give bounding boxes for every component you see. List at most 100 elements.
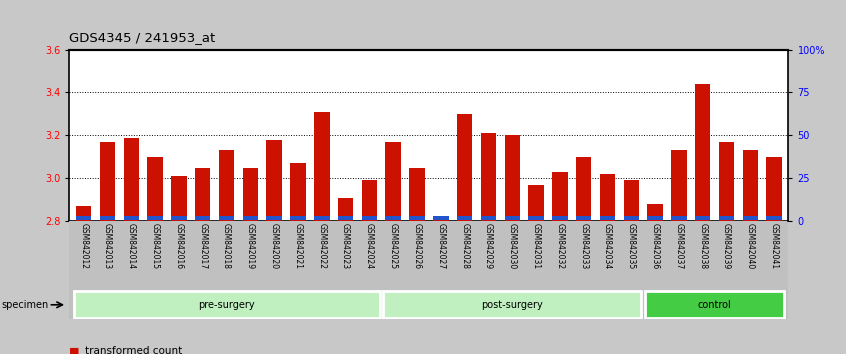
Bar (243, 167, 258, 221)
Bar (695, 216, 711, 220)
Bar (645, 291, 784, 318)
Bar (600, 174, 615, 221)
Bar (529, 216, 544, 220)
Bar (481, 133, 497, 221)
Bar (219, 150, 234, 221)
Bar (600, 216, 615, 220)
Text: GSM842040: GSM842040 (746, 223, 755, 269)
Bar (576, 157, 591, 221)
Text: GSM842030: GSM842030 (508, 223, 517, 269)
Bar (195, 167, 211, 221)
Text: GSM842027: GSM842027 (437, 223, 445, 269)
Text: GSM842021: GSM842021 (294, 223, 303, 269)
Text: GSM842037: GSM842037 (674, 223, 684, 269)
Bar (433, 216, 448, 220)
Bar (481, 216, 497, 220)
Bar (76, 216, 91, 220)
Bar (719, 142, 734, 221)
Bar (457, 114, 472, 221)
Bar (243, 216, 258, 220)
Text: GSM842041: GSM842041 (770, 223, 778, 269)
Bar (383, 291, 641, 318)
Text: GSM842039: GSM842039 (722, 223, 731, 269)
Text: post-surgery: post-surgery (481, 300, 543, 310)
Text: GSM842032: GSM842032 (555, 223, 564, 269)
Text: GSM842014: GSM842014 (127, 223, 135, 269)
Text: GSM842031: GSM842031 (531, 223, 541, 269)
Bar (386, 216, 401, 220)
Bar (504, 216, 520, 220)
Text: GSM842023: GSM842023 (341, 223, 350, 269)
Text: GSM842033: GSM842033 (580, 223, 588, 269)
Bar (504, 135, 520, 221)
Bar (624, 216, 639, 220)
Bar (100, 142, 115, 221)
Bar (647, 216, 663, 220)
Bar (576, 216, 591, 220)
Text: GSM842028: GSM842028 (460, 223, 470, 269)
Bar (76, 206, 91, 221)
Bar (266, 140, 282, 221)
Bar (100, 216, 115, 220)
Bar (695, 84, 711, 221)
Text: GSM842019: GSM842019 (246, 223, 255, 269)
Bar (171, 216, 187, 220)
Bar (386, 142, 401, 221)
Text: GSM842018: GSM842018 (222, 223, 231, 269)
Text: GSM842015: GSM842015 (151, 223, 160, 269)
Bar (361, 216, 377, 220)
Text: GSM842036: GSM842036 (651, 223, 660, 269)
Bar (338, 216, 354, 220)
Bar (647, 204, 663, 221)
Bar (743, 216, 758, 220)
Text: GSM842013: GSM842013 (103, 223, 112, 269)
Bar (74, 291, 380, 318)
Text: GSM842029: GSM842029 (484, 223, 493, 269)
Bar (671, 150, 687, 221)
Bar (338, 198, 354, 221)
Bar (124, 138, 139, 221)
Text: specimen: specimen (2, 300, 49, 310)
Bar (314, 112, 329, 221)
Bar (290, 163, 305, 221)
Text: pre-surgery: pre-surgery (198, 300, 255, 310)
Text: transformed count: transformed count (85, 346, 182, 354)
Bar (290, 216, 305, 220)
Text: GSM842020: GSM842020 (270, 223, 278, 269)
Bar (552, 172, 568, 221)
Text: GSM842012: GSM842012 (80, 223, 88, 269)
Bar (457, 216, 472, 220)
Text: GSM842034: GSM842034 (603, 223, 612, 269)
Bar (671, 216, 687, 220)
Bar (766, 216, 782, 220)
Text: GSM842025: GSM842025 (388, 223, 398, 269)
Text: GSM842035: GSM842035 (627, 223, 636, 269)
Bar (719, 216, 734, 220)
Text: GSM842022: GSM842022 (317, 223, 327, 269)
Bar (433, 217, 448, 221)
Text: GSM842016: GSM842016 (174, 223, 184, 269)
Bar (195, 216, 211, 220)
Text: GSM842017: GSM842017 (198, 223, 207, 269)
Bar (409, 167, 425, 221)
Bar (624, 181, 639, 221)
Text: control: control (698, 300, 732, 310)
Bar (171, 176, 187, 221)
Bar (361, 181, 377, 221)
Bar (266, 216, 282, 220)
Bar (766, 157, 782, 221)
Text: GSM842038: GSM842038 (698, 223, 707, 269)
Bar (147, 157, 162, 221)
Bar (124, 216, 139, 220)
Text: ■: ■ (69, 346, 80, 354)
Bar (147, 216, 162, 220)
Bar (409, 216, 425, 220)
Bar (552, 216, 568, 220)
Bar (314, 216, 329, 220)
Text: GSM842024: GSM842024 (365, 223, 374, 269)
Bar (529, 185, 544, 221)
Bar (743, 150, 758, 221)
Text: GDS4345 / 241953_at: GDS4345 / 241953_at (69, 31, 216, 44)
Bar (219, 216, 234, 220)
Text: GSM842026: GSM842026 (413, 223, 421, 269)
